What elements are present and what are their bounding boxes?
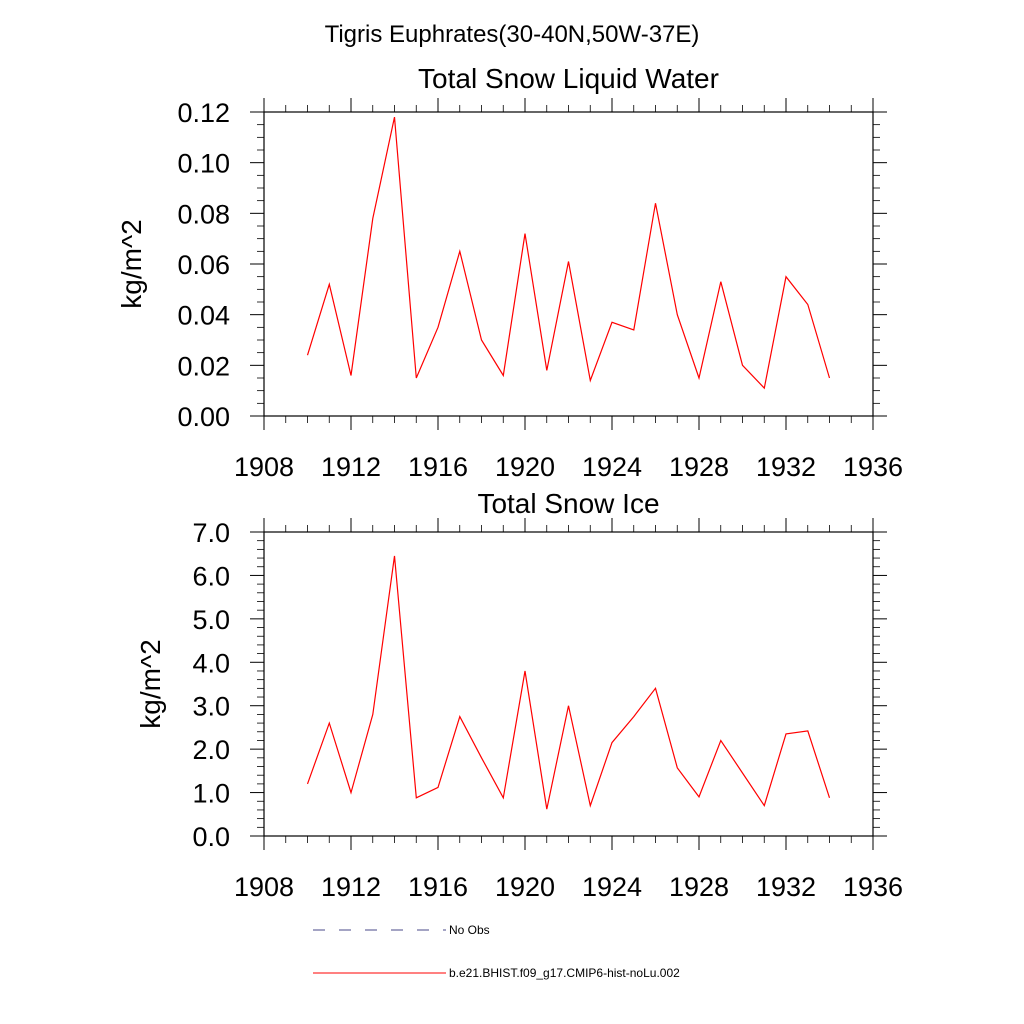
y-tick-label: 6.0 [192,561,230,591]
y-tick-label: 0.02 [177,351,230,381]
x-tick-label: 1932 [756,872,816,902]
x-tick-label: 1932 [756,452,816,482]
y-tick-label: 0.08 [177,199,230,229]
series-line-1 [306,555,831,810]
x-tick-label: 1908 [234,872,294,902]
y-tick-label: 7.0 [192,518,230,548]
y-tick-label: 2.0 [192,735,230,765]
x-tick-label: 1912 [321,452,381,482]
y-axis-label: kg/m^2 [116,219,147,308]
y-tick-label: 0.06 [177,250,230,280]
y-axis-label: kg/m^2 [135,639,166,728]
y-tick-label: 0.12 [177,98,230,128]
y-tick-label: 4.0 [192,648,230,678]
x-tick-label: 1928 [669,872,729,902]
legend: No Obs b.e21.BHIST.f09_g17.CMIP6-hist-noL… [313,923,680,980]
y-tick-label: 0.00 [177,402,230,432]
x-tick-label: 1912 [321,872,381,902]
x-tick-label: 1924 [582,872,642,902]
y-tick-label: 0.04 [177,301,230,331]
legend-label-1: No Obs [449,923,490,937]
x-tick-label: 1928 [669,452,729,482]
chart-panel-2: Total Snow Ice kg/m^2 1908 1912 1916 1920 1924… [135,488,903,902]
chart-title: Total Snow Ice [477,488,659,519]
x-tick-label: 1924 [582,452,642,482]
plot-frame [263,531,874,837]
chart-title: Total Snow Liquid Water [418,63,719,94]
x-tick-label: 1916 [408,872,468,902]
x-tick-label: 1908 [234,452,294,482]
x-tick-label: 1916 [408,452,468,482]
x-tick-label: 1936 [843,872,903,902]
y-tick-label: 1.0 [192,779,230,809]
chart-panel-1: Total Snow Liquid Water kg/m^2 1908 1912 191… [116,63,903,482]
panels: Total Snow Liquid Water kg/m^2 1908 1912 191… [116,63,903,902]
y-tick-label: 5.0 [192,605,230,635]
series-line-1 [306,116,831,390]
y-tick-label: 3.0 [192,692,230,722]
legend-label-2: b.e21.BHIST.f09_g17.CMIP6-hist-noLu.002 [449,966,680,980]
x-tick-label: 1920 [495,872,555,902]
x-tick-label: 1920 [495,452,555,482]
figure-title: Tigris Euphrates(30-40N,50W-37E) [325,21,700,48]
y-tick-label: 0.0 [192,822,230,852]
x-tick-label: 1936 [843,452,903,482]
y-tick-label: 0.10 [177,149,230,179]
